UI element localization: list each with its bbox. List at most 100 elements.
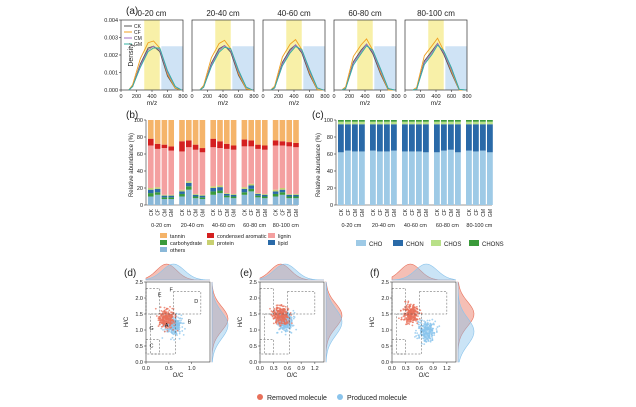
bar-CHO <box>377 151 383 205</box>
legend-swatch-cho <box>356 240 366 246</box>
produced-point <box>278 327 281 330</box>
bar-others <box>192 198 199 205</box>
bar-condensed-aromatic <box>224 143 230 149</box>
bar-CHONS <box>345 120 351 122</box>
bar-CHOS <box>359 121 365 125</box>
x-tick-label: CF <box>346 209 352 216</box>
bar-others <box>286 198 292 205</box>
bar-tannin <box>279 120 286 142</box>
depth-group-label: 40-60 cm <box>404 223 427 229</box>
depth-group-label: 0-20 cm <box>341 223 361 229</box>
bar-lipid <box>230 194 237 197</box>
bar-CHO <box>409 151 415 205</box>
removed-point <box>163 306 166 309</box>
produced-point <box>182 322 185 325</box>
bar-others <box>148 196 154 205</box>
produced-point <box>427 332 429 335</box>
bar-lipid <box>168 195 174 198</box>
panel-c: (c) Relative abundance (%) 0 20 40 60 80 100 C… <box>312 110 494 229</box>
legend-removed-marker <box>257 394 263 400</box>
bar-others <box>241 194 248 205</box>
removed-point <box>410 308 413 311</box>
legend-lipid: lipid <box>278 241 288 247</box>
produced-side-density <box>325 281 343 363</box>
removed-point <box>176 329 179 332</box>
bar-carbohydrate <box>293 196 299 199</box>
produced-point <box>435 330 438 332</box>
removed-point <box>170 311 172 313</box>
removed-point <box>399 309 402 312</box>
bar-CHOS <box>416 121 422 125</box>
bar-others <box>293 198 299 205</box>
yellow-band <box>144 20 160 90</box>
legend-swatch-protein <box>207 240 214 245</box>
bar-condensed-aromatic <box>286 142 292 147</box>
x-tick-label: CF <box>249 209 255 216</box>
produced-point <box>427 340 430 343</box>
removed-point <box>271 315 274 318</box>
removed-point <box>417 315 419 318</box>
removed-point <box>169 305 171 308</box>
removed-point <box>270 310 273 313</box>
bar-lipid <box>224 193 230 196</box>
x-tick-label: CM <box>287 209 293 217</box>
bar-others <box>210 194 216 205</box>
bar-protein <box>272 189 279 192</box>
bar-CHON <box>466 124 472 151</box>
bar-lignin <box>148 145 154 188</box>
produced-point <box>433 334 436 336</box>
produced-point <box>177 320 180 323</box>
bar-CHOS <box>473 121 479 125</box>
bar-CHON <box>441 124 447 151</box>
panel-c-legend: CHO CHON CHOS CHONS <box>356 240 504 248</box>
legend-swatch-carbohydrate <box>160 240 167 245</box>
removed-side-density <box>211 281 229 363</box>
scatter-ylabel: H/C <box>238 316 244 327</box>
produced-point <box>174 332 177 335</box>
produced-point <box>423 343 426 346</box>
produced-point <box>423 340 426 342</box>
produced-top-density <box>259 263 325 281</box>
removed-point <box>407 314 410 317</box>
bar-carbohydrate <box>210 191 216 195</box>
bar-carbohydrate <box>248 188 254 192</box>
bar-tannin <box>199 120 206 149</box>
produced-point <box>434 320 437 323</box>
produced-point <box>429 330 432 333</box>
x-tick-label: CF <box>474 209 480 216</box>
bar-CHONS <box>338 120 344 122</box>
removed-point <box>166 317 168 320</box>
x-tick-label: 1.2 <box>443 366 451 372</box>
bar-tannin <box>255 120 261 145</box>
removed-point <box>173 324 175 327</box>
bar-carbohydrate <box>168 197 174 200</box>
legend-condensed-aromatic: condensed aromatic <box>217 234 267 240</box>
x-tick-label: GM <box>200 209 206 217</box>
removed-point <box>287 320 290 322</box>
produced-point <box>429 339 432 342</box>
bar-condensed-aromatic <box>217 141 223 149</box>
bar-CHONS <box>359 120 365 122</box>
bar-tannin <box>161 120 168 145</box>
bar-CHOS <box>345 121 351 125</box>
removed-point <box>413 306 416 309</box>
removed-point <box>160 309 163 312</box>
legend-cho: CHO <box>369 242 383 248</box>
bar-CHOS <box>384 121 390 125</box>
panel-f-letter: (f) <box>370 268 379 279</box>
x-tick-label: 0.3 <box>270 366 278 372</box>
produced-point <box>180 319 182 322</box>
produced-point <box>178 332 181 335</box>
scatter-ylabel: H/C <box>124 316 130 327</box>
panel-a-ylabel: Density <box>128 43 135 67</box>
bar-condensed-aromatic <box>154 143 161 149</box>
legend-swatch-chos <box>431 240 441 246</box>
bar-lignin <box>286 146 292 194</box>
bar-tannin <box>179 120 185 142</box>
density-line-gm <box>199 46 253 91</box>
bar-protein <box>168 194 174 196</box>
panel-f: (f) 0.0 0.5 1.0 1.5 2.0 2.5 0.0 0.3 0.6 0.9 1.2 O/C… <box>370 263 475 379</box>
legend-chon: CHON <box>406 242 424 248</box>
produced-point <box>171 336 174 339</box>
bar-carbohydrate <box>272 193 279 197</box>
